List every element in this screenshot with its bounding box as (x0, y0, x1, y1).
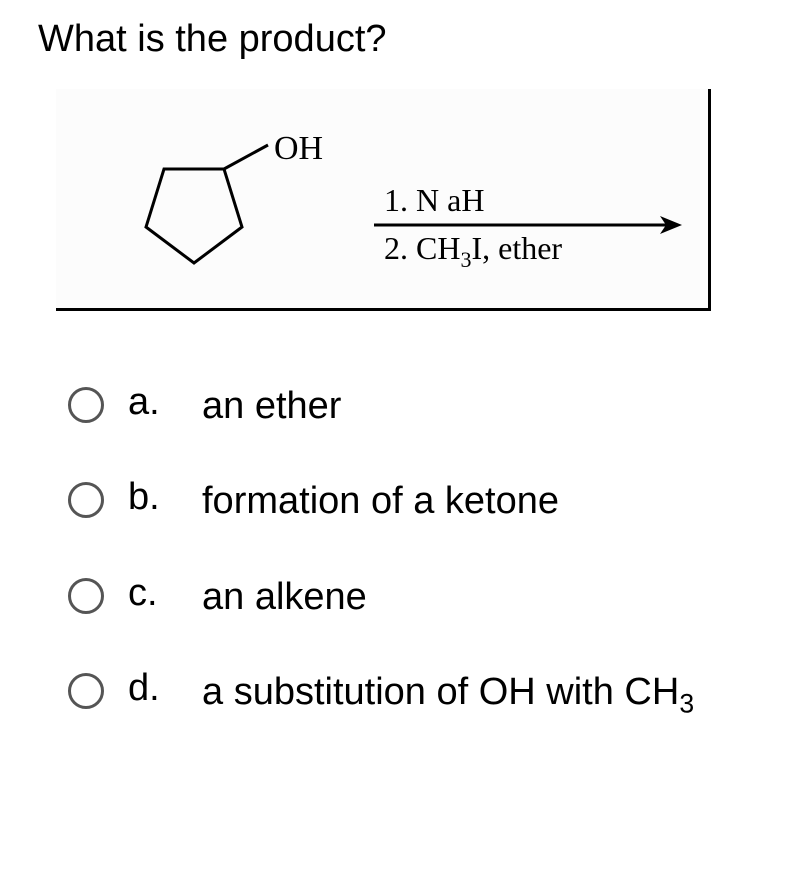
reagent2-sub: 3 (460, 247, 471, 272)
option-c[interactable]: c. an alkene (68, 572, 752, 623)
option-letter: c. (128, 572, 202, 615)
option-d-text: a substitution of OH with CH3 (202, 671, 694, 713)
radio-icon[interactable] (68, 673, 104, 709)
option-letter: b. (128, 476, 202, 519)
radio-icon[interactable] (68, 578, 104, 614)
option-a[interactable]: a. an ether (68, 381, 752, 432)
option-text: a substitution of OH with CH3 (202, 667, 694, 718)
option-text: formation of a ketone (202, 476, 559, 527)
options-list: a. an ether b. formation of a ketone c. … (38, 381, 752, 718)
radio-icon[interactable] (68, 387, 104, 423)
question-container: What is the product? OH 1. N aH 2. CH3I,… (0, 0, 790, 746)
radio-icon[interactable] (68, 482, 104, 518)
question-title: What is the product? (38, 18, 752, 61)
oh-label: OH (274, 130, 323, 167)
reagent-line-2: 2. CH3I, ether (384, 230, 562, 272)
reagent2-suffix: I, ether (471, 230, 562, 266)
option-letter: d. (128, 667, 202, 710)
bond-line (224, 145, 268, 169)
reaction-diagram: OH 1. N aH 2. CH3I, ether (56, 89, 711, 311)
option-d[interactable]: d. a substitution of OH with CH3 (68, 667, 752, 718)
option-text: an alkene (202, 572, 367, 623)
option-letter: a. (128, 381, 202, 424)
reagent2-prefix: 2. CH (384, 230, 460, 266)
cyclopentane-ring (146, 169, 242, 263)
reaction-svg: OH 1. N aH 2. CH3I, ether (56, 89, 711, 311)
option-text: an ether (202, 381, 341, 432)
option-b[interactable]: b. formation of a ketone (68, 476, 752, 527)
reagent-line-1: 1. N aH (384, 182, 484, 218)
